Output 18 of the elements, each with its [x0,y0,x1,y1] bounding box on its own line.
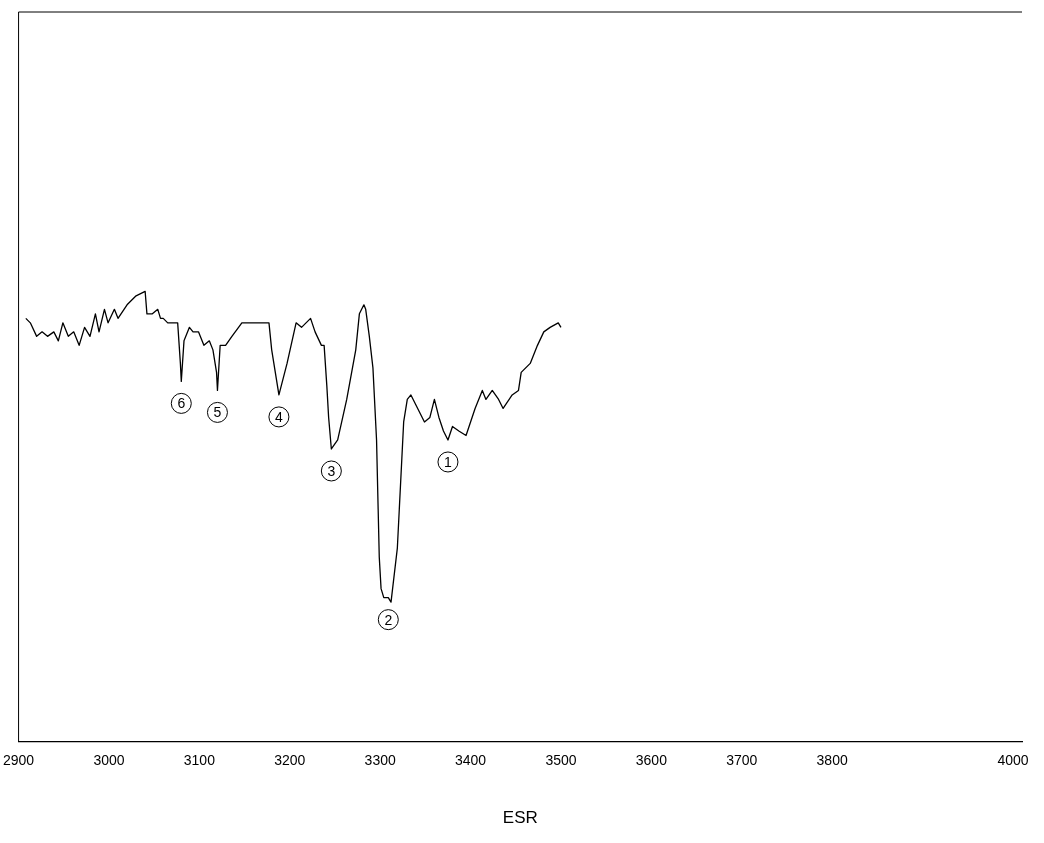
annotation: 4 [275,408,284,425]
x-tick-label: 3800 [816,752,848,769]
x-tick-label: 3200 [274,752,306,769]
annotation: 3 [327,462,336,479]
x-tick-label: 4000 [997,752,1029,769]
x-tick-label: 3000 [93,752,125,769]
annotation: 6 [177,395,186,412]
x-tick-label: 3600 [635,752,668,769]
annotation: 2 [384,611,393,628]
annotation: 1 [444,453,453,470]
annotation: 5 [213,404,222,421]
x-tick-label: 3500 [545,752,577,769]
x-tick-label: 2900 [2,752,35,769]
x-tick-label: 3100 [183,752,216,769]
x-tick-label: 3400 [454,752,487,769]
x-axis-title: ESR [502,808,538,828]
x-tick-label: 3300 [364,752,396,769]
x-tick-label: 3700 [726,752,758,769]
